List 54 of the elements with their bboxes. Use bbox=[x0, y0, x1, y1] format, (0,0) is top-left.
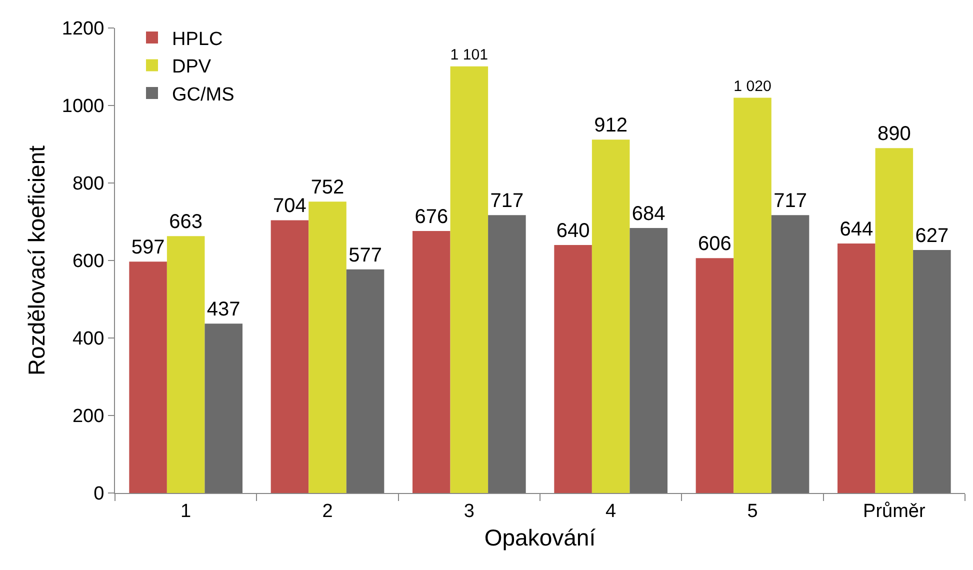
bar bbox=[270, 220, 309, 493]
bar bbox=[308, 202, 346, 493]
data-label: 684 bbox=[632, 202, 666, 225]
data-label: 1 101 bbox=[450, 46, 488, 64]
bar bbox=[204, 324, 242, 493]
data-label: 890 bbox=[877, 123, 911, 146]
y-tick-label: 800 bbox=[72, 174, 104, 195]
data-label: 597 bbox=[131, 236, 165, 259]
bar bbox=[771, 215, 810, 493]
data-label: 752 bbox=[310, 176, 344, 199]
bar bbox=[450, 66, 488, 493]
data-label: 437 bbox=[206, 298, 240, 321]
bar bbox=[696, 258, 734, 493]
y-tick-label: 200 bbox=[72, 406, 104, 428]
legend-label: GC/MS bbox=[172, 84, 234, 106]
data-label: 704 bbox=[273, 195, 306, 218]
data-label: 627 bbox=[915, 225, 949, 248]
bar bbox=[913, 250, 951, 493]
data-label: 606 bbox=[698, 233, 732, 256]
y-tick-label: 600 bbox=[72, 251, 104, 272]
y-tick-label: 1200 bbox=[62, 18, 104, 40]
data-label: 644 bbox=[840, 218, 874, 240]
data-label: 912 bbox=[594, 114, 628, 137]
bar bbox=[875, 148, 914, 493]
data-label: 676 bbox=[414, 206, 448, 228]
bar bbox=[554, 245, 592, 493]
bar bbox=[488, 215, 526, 493]
y-axis-title: Rozdělovací koeficient bbox=[23, 144, 50, 376]
data-label: 717 bbox=[774, 190, 807, 212]
y-tick-label: 400 bbox=[72, 328, 104, 350]
data-label: 577 bbox=[348, 244, 382, 266]
bar bbox=[166, 236, 205, 493]
x-tick-label: 3 bbox=[464, 500, 474, 522]
bar bbox=[734, 98, 772, 493]
bar bbox=[412, 231, 450, 493]
data-label: 640 bbox=[556, 220, 590, 242]
x-tick-label: 2 bbox=[322, 500, 333, 522]
data-label: 1 020 bbox=[734, 78, 772, 95]
bar bbox=[129, 262, 167, 493]
data-label: 717 bbox=[490, 190, 524, 212]
legend-label: HPLC bbox=[172, 28, 223, 50]
legend-label: DPV bbox=[172, 56, 212, 78]
y-tick-label: 1000 bbox=[62, 96, 104, 118]
x-tick-label: Průměr bbox=[863, 500, 926, 522]
data-label: 663 bbox=[169, 211, 203, 234]
x-tick-label: 4 bbox=[606, 500, 617, 522]
x-tick-label: 1 bbox=[180, 500, 192, 522]
bar bbox=[630, 228, 668, 493]
bar bbox=[346, 269, 384, 493]
y-tick-label: 0 bbox=[94, 484, 104, 505]
bar bbox=[838, 243, 876, 493]
bar bbox=[592, 140, 630, 493]
x-axis-title: Opakování bbox=[484, 524, 596, 550]
x-tick-label: 5 bbox=[747, 500, 758, 522]
